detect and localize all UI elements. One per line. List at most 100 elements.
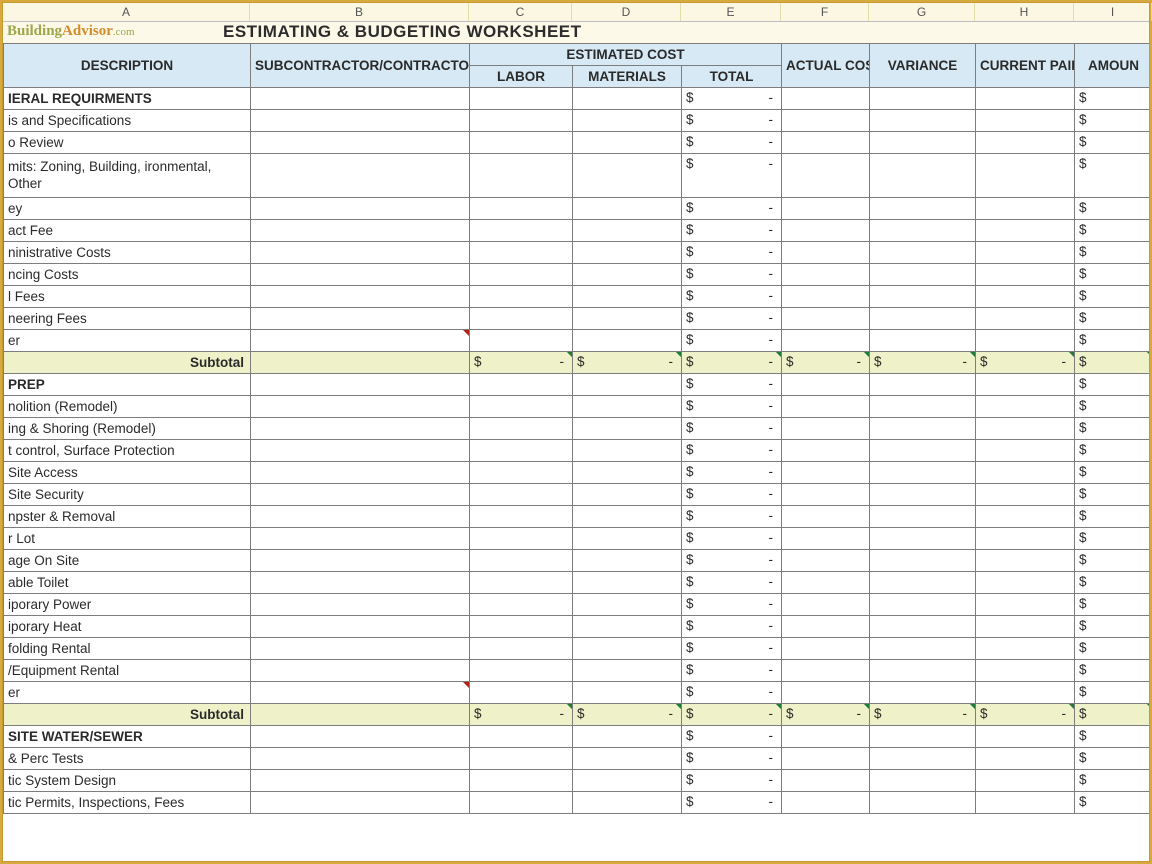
description-cell[interactable]: ey — [4, 198, 251, 220]
cell[interactable] — [870, 220, 976, 242]
cell[interactable] — [976, 198, 1075, 220]
cell[interactable] — [251, 528, 470, 550]
cell[interactable] — [976, 550, 1075, 572]
cell[interactable] — [976, 594, 1075, 616]
money-cell[interactable]: $- — [682, 242, 782, 264]
cell[interactable] — [870, 396, 976, 418]
cell[interactable] — [870, 660, 976, 682]
cell[interactable] — [470, 242, 573, 264]
cell[interactable] — [573, 638, 682, 660]
money-cell[interactable]: $ — [1075, 660, 1150, 682]
cell[interactable] — [251, 682, 470, 704]
cell[interactable] — [870, 330, 976, 352]
cell[interactable] — [782, 550, 870, 572]
money-cell[interactable]: $- — [870, 352, 976, 374]
cell[interactable] — [573, 264, 682, 286]
money-cell[interactable]: $ — [1075, 374, 1150, 396]
money-cell[interactable]: $- — [782, 704, 870, 726]
cell[interactable] — [870, 594, 976, 616]
cell[interactable] — [870, 308, 976, 330]
description-cell[interactable]: folding Rental — [4, 638, 251, 660]
money-cell[interactable]: $- — [682, 440, 782, 462]
cell[interactable] — [470, 396, 573, 418]
money-cell[interactable]: $ — [1075, 418, 1150, 440]
hdr-description[interactable]: DESCRIPTION — [4, 44, 251, 88]
money-cell[interactable]: $- — [682, 198, 782, 220]
money-cell[interactable]: $- — [682, 154, 782, 198]
cell[interactable] — [976, 88, 1075, 110]
cell[interactable] — [251, 440, 470, 462]
subtotal-row[interactable]: Subtotal$-$-$-$-$-$-$ — [4, 704, 1150, 726]
cell[interactable] — [470, 572, 573, 594]
money-cell[interactable]: $ — [1075, 792, 1150, 814]
cell[interactable] — [782, 132, 870, 154]
cell[interactable] — [782, 726, 870, 748]
money-cell[interactable]: $- — [573, 704, 682, 726]
cell[interactable] — [870, 682, 976, 704]
cell[interactable] — [782, 198, 870, 220]
table-row[interactable]: ing & Shoring (Remodel)$-$ — [4, 418, 1150, 440]
cell[interactable] — [870, 286, 976, 308]
cell[interactable] — [573, 748, 682, 770]
cell[interactable] — [573, 660, 682, 682]
table-row[interactable]: & Perc Tests$-$ — [4, 748, 1150, 770]
cell[interactable] — [251, 638, 470, 660]
table-row[interactable]: iporary Heat$-$ — [4, 616, 1150, 638]
cell[interactable] — [470, 440, 573, 462]
cell[interactable] — [782, 110, 870, 132]
cell[interactable] — [782, 154, 870, 198]
description-cell[interactable]: iporary Power — [4, 594, 251, 616]
cell[interactable] — [470, 748, 573, 770]
cell[interactable] — [976, 484, 1075, 506]
cell[interactable] — [976, 528, 1075, 550]
money-cell[interactable]: $- — [870, 704, 976, 726]
cell[interactable] — [573, 418, 682, 440]
cell[interactable] — [782, 88, 870, 110]
table-row[interactable]: iporary Power$-$ — [4, 594, 1150, 616]
money-cell[interactable]: $- — [682, 726, 782, 748]
table-row[interactable]: t control, Surface Protection$-$ — [4, 440, 1150, 462]
table-row[interactable]: er$-$ — [4, 330, 1150, 352]
cell[interactable] — [782, 462, 870, 484]
cell[interactable] — [782, 220, 870, 242]
hdr-variance[interactable]: VARIANCE — [870, 44, 976, 88]
table-row[interactable]: tic System Design$-$ — [4, 770, 1150, 792]
money-cell[interactable]: $- — [682, 110, 782, 132]
cell[interactable] — [470, 264, 573, 286]
description-cell[interactable]: age On Site — [4, 550, 251, 572]
money-cell[interactable]: $ — [1075, 198, 1150, 220]
cell[interactable] — [976, 286, 1075, 308]
table-row[interactable]: is and Specifications$-$ — [4, 110, 1150, 132]
table-row[interactable]: mits: Zoning, Building, ironmental, Othe… — [4, 154, 1150, 198]
section-header-row[interactable]: IERAL REQUIRMENTS$-$ — [4, 88, 1150, 110]
money-cell[interactable]: $- — [976, 704, 1075, 726]
cell[interactable] — [782, 682, 870, 704]
cell[interactable] — [870, 154, 976, 198]
table-row[interactable]: able Toilet$-$ — [4, 572, 1150, 594]
money-cell[interactable]: $- — [682, 330, 782, 352]
money-cell[interactable]: $- — [682, 682, 782, 704]
cell[interactable] — [251, 220, 470, 242]
cell[interactable] — [251, 462, 470, 484]
cell[interactable] — [573, 484, 682, 506]
cell[interactable] — [470, 792, 573, 814]
hdr-estimated-cost[interactable]: ESTIMATED COST — [470, 44, 782, 66]
table-row[interactable]: npster & Removal$-$ — [4, 506, 1150, 528]
money-cell[interactable]: $- — [782, 352, 870, 374]
subtotal-row[interactable]: Subtotal$-$-$-$-$-$-$ — [4, 352, 1150, 374]
cell[interactable] — [976, 440, 1075, 462]
description-cell[interactable]: mits: Zoning, Building, ironmental, Othe… — [4, 154, 251, 198]
cell[interactable] — [976, 242, 1075, 264]
table-row[interactable]: /Equipment Rental$-$ — [4, 660, 1150, 682]
money-cell[interactable]: $- — [682, 572, 782, 594]
cell[interactable] — [870, 110, 976, 132]
description-cell[interactable]: nolition (Remodel) — [4, 396, 251, 418]
cell[interactable] — [782, 616, 870, 638]
cell[interactable] — [573, 572, 682, 594]
money-cell[interactable]: $ — [1075, 638, 1150, 660]
cell[interactable] — [870, 506, 976, 528]
description-cell[interactable]: act Fee — [4, 220, 251, 242]
money-cell[interactable]: $ — [1075, 132, 1150, 154]
cell[interactable] — [870, 770, 976, 792]
cell[interactable] — [782, 484, 870, 506]
